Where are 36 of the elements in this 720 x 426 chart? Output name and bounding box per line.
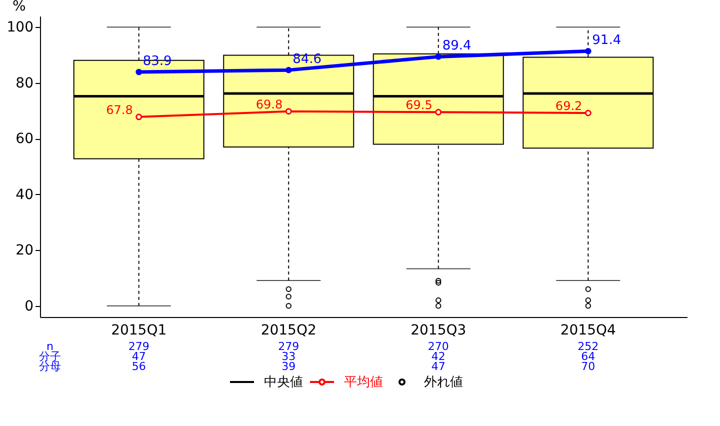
x-tick-label: 2015Q2 xyxy=(260,322,316,338)
data-label: 69.2 xyxy=(555,98,582,113)
legend-label: 中央値 xyxy=(264,375,303,390)
y-tick-label: 40 xyxy=(16,186,34,203)
text: 47 xyxy=(132,350,146,363)
text: 64 xyxy=(581,350,596,363)
x-tick-label: 2015Q1 xyxy=(111,322,167,338)
legend-label: 平均値 xyxy=(344,375,383,390)
text: 279 xyxy=(128,340,150,353)
y-axis-title: % xyxy=(12,0,26,14)
data-label: 67.8 xyxy=(106,102,133,117)
text: 270 xyxy=(428,340,449,353)
text: 39 xyxy=(282,360,296,373)
data-label: 84.6 xyxy=(292,52,322,68)
text: 279 xyxy=(278,340,300,353)
y-tick-label: 100 xyxy=(6,20,34,36)
text: 56 xyxy=(132,360,146,373)
y-tick-label: 60 xyxy=(16,131,34,148)
text: 252 xyxy=(578,340,599,353)
y-tick-label: 0 xyxy=(24,298,34,314)
data-label: 69.8 xyxy=(256,97,283,112)
text: 47 xyxy=(431,360,446,373)
x-tick-label: 2015Q3 xyxy=(410,322,466,338)
y-tick-label: 20 xyxy=(16,242,34,259)
text: 70 xyxy=(581,360,596,373)
data-label: 69.5 xyxy=(406,98,432,112)
text: 42 xyxy=(431,350,446,363)
data-label: 89.4 xyxy=(442,38,472,54)
text: n xyxy=(46,340,54,353)
data-label: 91.4 xyxy=(592,33,622,48)
text: 分子 xyxy=(39,350,61,363)
text: 33 xyxy=(282,350,296,363)
legend-label: 外れ値 xyxy=(424,375,463,390)
text: 分母 xyxy=(39,360,61,373)
y-tick-label: 80 xyxy=(16,75,34,92)
x-tick-label: 2015Q4 xyxy=(560,322,616,338)
